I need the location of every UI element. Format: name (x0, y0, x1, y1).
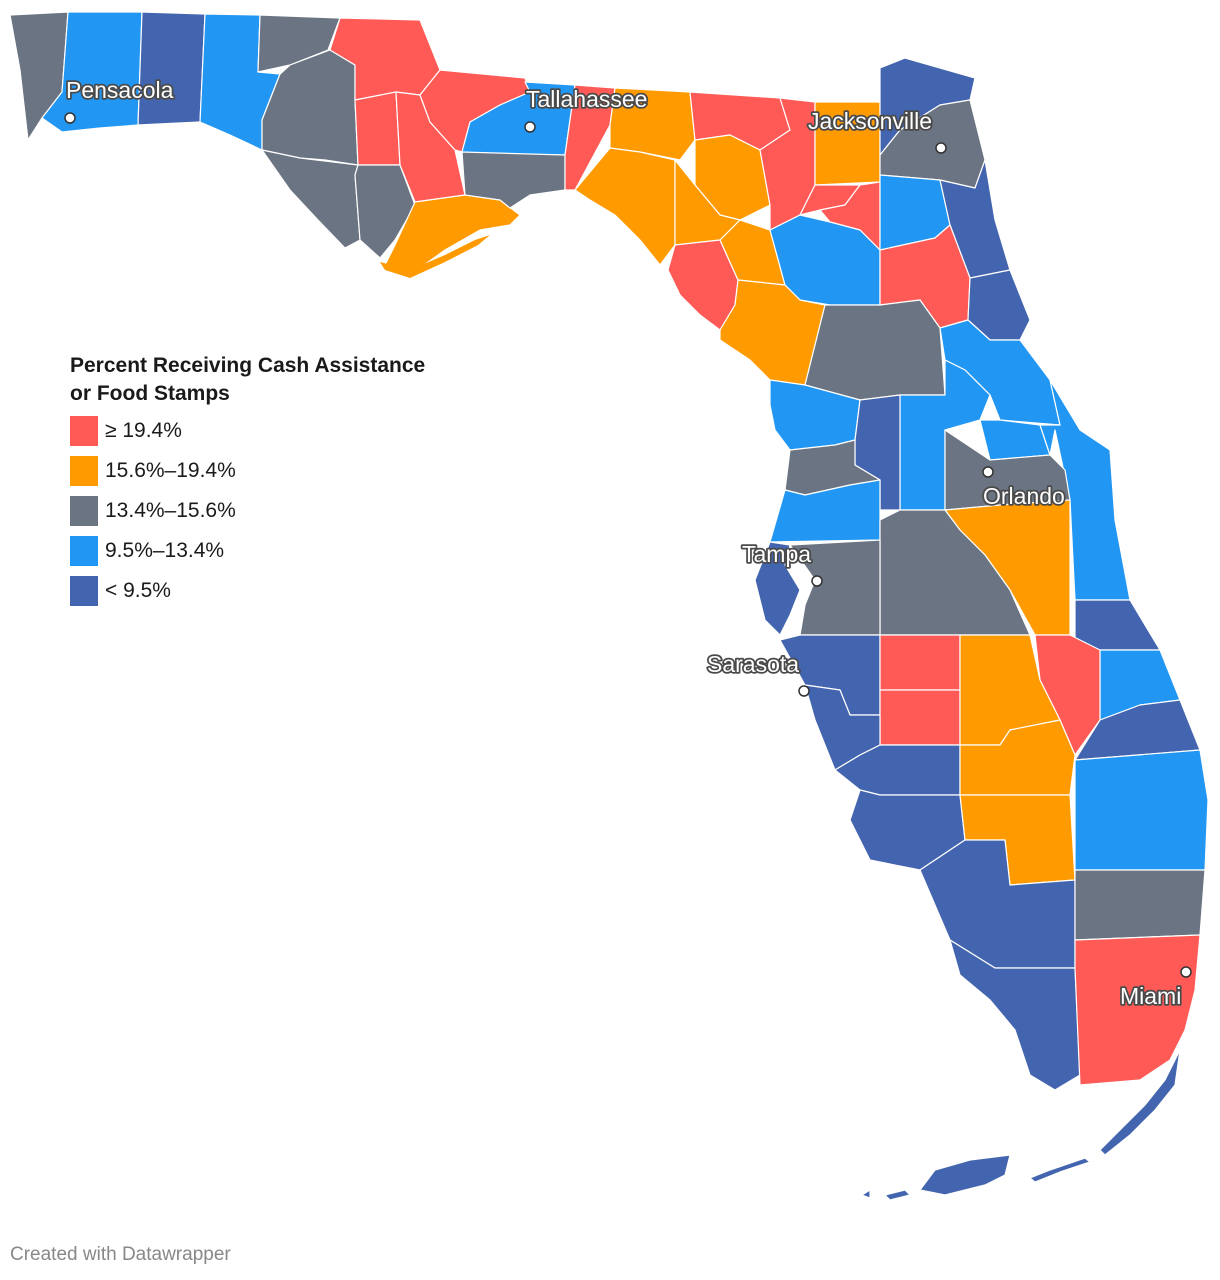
legend-label: 9.5%–13.4% (105, 539, 225, 562)
legend-item-middle[interactable]: 13.4%–15.6% (70, 496, 470, 526)
legend-title-line2: or Food Stamps (70, 382, 230, 405)
legend-swatch (70, 536, 98, 566)
legend-label: ≥ 19.4% (105, 419, 182, 442)
county-monroe-mainland[interactable] (949, 939, 1081, 1091)
county-okaloosa[interactable] (137, 11, 206, 126)
county-monroe-keys[interactable] (861, 1049, 1181, 1201)
credit-footer[interactable]: Created with Datawrapper (10, 1244, 231, 1265)
legend-title-line1: Percent Receiving Cash Assistance (70, 354, 426, 377)
legend-swatch (70, 576, 98, 606)
map-legend: Percent Receiving Cash Assistance or Foo… (70, 352, 470, 616)
legend-swatch (70, 496, 98, 526)
legend-item-low[interactable]: 9.5%–13.4% (70, 536, 470, 566)
county-desoto[interactable] (879, 689, 961, 746)
legend-title: Percent Receiving Cash Assistance or Foo… (70, 352, 470, 408)
county-hardee[interactable] (879, 634, 961, 691)
county-broward[interactable] (1074, 869, 1206, 941)
legend-item-high[interactable]: 15.6%–19.4% (70, 456, 470, 486)
st-george-island (380, 235, 490, 278)
county-hillsborough[interactable] (789, 539, 881, 636)
legend-label: < 9.5% (105, 579, 171, 602)
county-bay[interactable] (261, 149, 361, 249)
county-miami-dade[interactable] (1074, 934, 1201, 1086)
legend-label: 15.6%–19.4% (105, 459, 236, 482)
county-palm-beach[interactable] (1074, 749, 1209, 871)
legend-swatch (70, 456, 98, 486)
county-martin[interactable] (1074, 699, 1201, 761)
county-pinellas[interactable] (754, 541, 801, 636)
county-seminole[interactable] (979, 419, 1051, 461)
county-baker[interactable] (814, 101, 881, 186)
legend-swatch (70, 416, 98, 446)
county-calhoun[interactable] (354, 91, 401, 166)
county-indian-river[interactable] (1074, 599, 1161, 651)
legend-label: 13.4%–15.6% (105, 499, 236, 522)
county-marion[interactable] (804, 299, 946, 401)
legend-item-lowest[interactable]: < 9.5% (70, 576, 470, 606)
county-taylor[interactable] (574, 147, 676, 266)
county-brevard[interactable] (1039, 379, 1131, 601)
legend-item-highest[interactable]: ≥ 19.4% (70, 416, 470, 446)
